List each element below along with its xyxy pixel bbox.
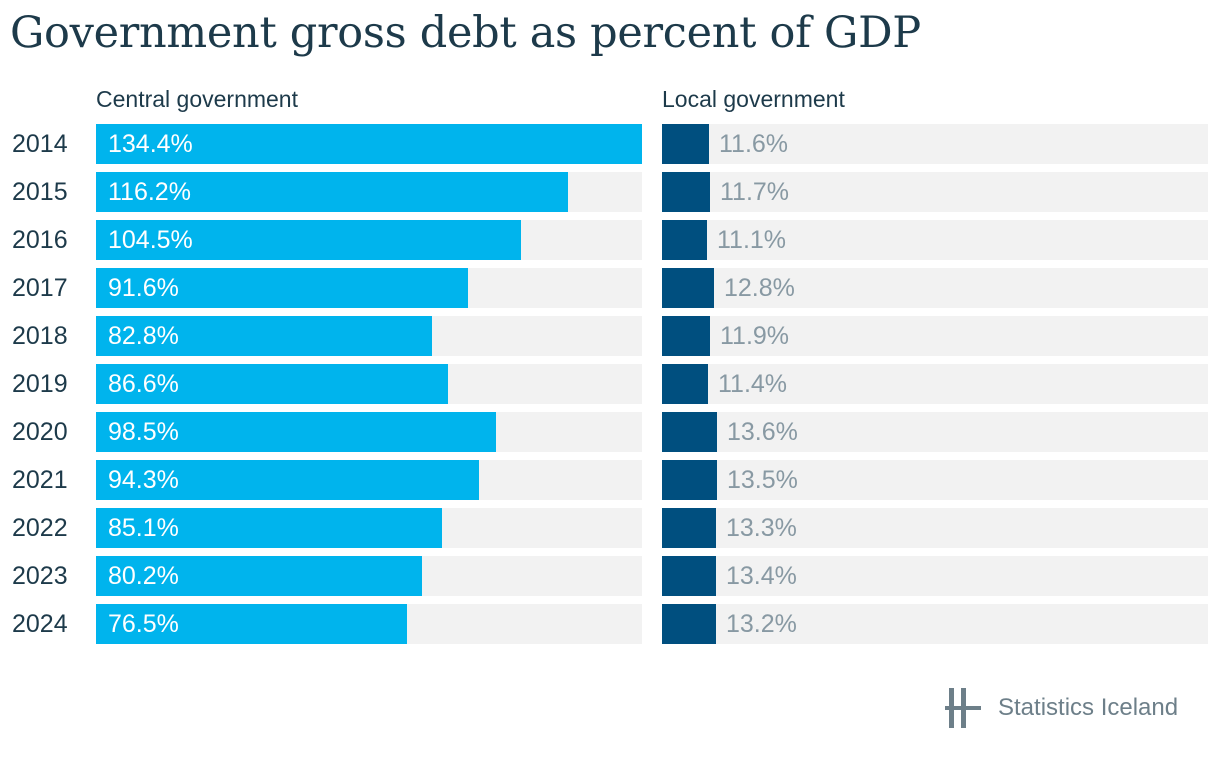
- central-bar: [96, 604, 407, 644]
- local-bar-track: 11.9%: [662, 316, 1208, 356]
- central-bar: [96, 268, 468, 308]
- statistics-iceland-logo-icon: [945, 688, 981, 728]
- local-bar-track: 11.4%: [662, 364, 1208, 404]
- central-bar-track: 116.2%: [96, 172, 642, 212]
- local-bar: [662, 412, 717, 452]
- central-value-label: 86.6%: [108, 370, 179, 398]
- central-value-label: 80.2%: [108, 562, 179, 590]
- local-bar-track: 13.3%: [662, 508, 1208, 548]
- local-bar: [662, 604, 716, 644]
- central-bar-track: 91.6%: [96, 268, 642, 308]
- central-bar: [96, 556, 422, 596]
- central-value-label: 104.5%: [108, 226, 193, 254]
- central-value-label: 82.8%: [108, 322, 179, 350]
- local-value-label: 13.2%: [726, 610, 797, 638]
- local-value-label: 12.8%: [724, 274, 795, 302]
- local-bar: [662, 508, 716, 548]
- local-bar: [662, 556, 716, 596]
- local-bar-track: 12.8%: [662, 268, 1208, 308]
- local-value-label: 13.4%: [726, 562, 797, 590]
- local-bar-track: 11.7%: [662, 172, 1208, 212]
- local-bar-track: 13.5%: [662, 460, 1208, 500]
- local-value-label: 11.4%: [718, 370, 788, 398]
- local-bar-track: 11.6%: [662, 124, 1208, 164]
- local-bar-track: 11.1%: [662, 220, 1208, 260]
- local-value-label: 11.6%: [719, 130, 789, 158]
- year-label: 2018: [12, 322, 68, 350]
- central-bar: [96, 220, 521, 260]
- central-value-label: 98.5%: [108, 418, 179, 446]
- local-bar: [662, 220, 707, 260]
- local-bar: [662, 460, 717, 500]
- central-value-label: 134.4%: [108, 130, 193, 158]
- year-label: 2021: [12, 466, 68, 494]
- central-bar: [96, 508, 442, 548]
- local-value-label: 11.7%: [720, 178, 790, 206]
- local-value-label: 13.5%: [727, 466, 798, 494]
- year-label: 2019: [12, 370, 68, 398]
- central-bar-track: 94.3%: [96, 460, 642, 500]
- central-bar-track: 80.2%: [96, 556, 642, 596]
- central-bar-track: 98.5%: [96, 412, 642, 452]
- central-bar: [96, 124, 642, 164]
- local-bar-track: 13.2%: [662, 604, 1208, 644]
- central-bar-track: 82.8%: [96, 316, 642, 356]
- central-bar: [96, 316, 432, 356]
- central-bar: [96, 460, 479, 500]
- central-bar: [96, 172, 568, 212]
- central-bar: [96, 364, 448, 404]
- central-value-label: 85.1%: [108, 514, 179, 542]
- local-value-label: 13.3%: [726, 514, 797, 542]
- central-value-label: 94.3%: [108, 466, 179, 494]
- central-bar-track: 76.5%: [96, 604, 642, 644]
- central-bar-track: 134.4%: [96, 124, 642, 164]
- year-label: 2024: [12, 610, 68, 638]
- local-value-label: 13.6%: [727, 418, 798, 446]
- central-value-label: 76.5%: [108, 610, 179, 638]
- local-bar: [662, 268, 714, 308]
- local-bar: [662, 124, 709, 164]
- year-label: 2016: [12, 226, 68, 254]
- central-bar-track: 104.5%: [96, 220, 642, 260]
- central-bar: [96, 412, 496, 452]
- central-value-label: 91.6%: [108, 274, 179, 302]
- year-label: 2023: [12, 562, 68, 590]
- central-bar-track: 85.1%: [96, 508, 642, 548]
- central-panel-label: Central government: [96, 86, 298, 112]
- local-value-label: 11.9%: [720, 322, 790, 350]
- local-bar-track: 13.4%: [662, 556, 1208, 596]
- local-bar: [662, 364, 708, 404]
- source-label: Statistics Iceland: [998, 694, 1179, 721]
- local-value-label: 11.1%: [717, 226, 787, 254]
- year-label: 2017: [12, 274, 68, 302]
- footer-source: Statistics Iceland: [944, 686, 1178, 730]
- local-bar-track: 13.6%: [662, 412, 1208, 452]
- central-value-label: 116.2%: [108, 178, 191, 206]
- local-bar: [662, 316, 710, 356]
- chart-title: Government gross debt as percent of GDP: [10, 8, 921, 58]
- local-panel-label: Local government: [662, 86, 845, 112]
- year-label: 2014: [12, 130, 68, 158]
- year-label: 2020: [12, 418, 68, 446]
- year-label: 2015: [12, 178, 68, 206]
- central-bar-track: 86.6%: [96, 364, 642, 404]
- local-bar: [662, 172, 710, 212]
- year-label: 2022: [12, 514, 68, 542]
